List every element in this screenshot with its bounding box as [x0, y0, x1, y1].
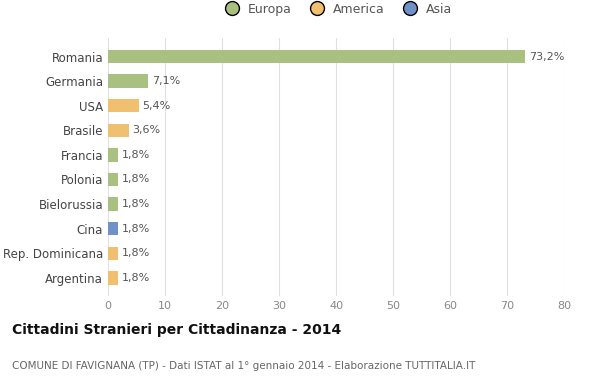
Text: 5,4%: 5,4% — [142, 101, 170, 111]
Text: 1,8%: 1,8% — [122, 150, 150, 160]
Bar — [108, 50, 525, 63]
Text: 1,8%: 1,8% — [122, 224, 150, 234]
Bar — [108, 99, 139, 112]
Text: 73,2%: 73,2% — [529, 52, 564, 62]
Bar — [108, 74, 148, 88]
Text: 1,8%: 1,8% — [122, 199, 150, 209]
Bar — [108, 271, 118, 285]
Text: COMUNE DI FAVIGNANA (TP) - Dati ISTAT al 1° gennaio 2014 - Elaborazione TUTTITAL: COMUNE DI FAVIGNANA (TP) - Dati ISTAT al… — [12, 361, 475, 370]
Text: 1,8%: 1,8% — [122, 273, 150, 283]
Bar — [108, 222, 118, 236]
Text: Cittadini Stranieri per Cittadinanza - 2014: Cittadini Stranieri per Cittadinanza - 2… — [12, 323, 341, 337]
Bar — [108, 197, 118, 211]
Text: 1,8%: 1,8% — [122, 174, 150, 185]
Text: 3,6%: 3,6% — [132, 125, 160, 135]
Legend: Europa, America, Asia: Europa, America, Asia — [214, 0, 458, 21]
Bar — [108, 124, 128, 137]
Bar — [108, 173, 118, 186]
Text: 1,8%: 1,8% — [122, 248, 150, 258]
Bar — [108, 148, 118, 162]
Bar — [108, 247, 118, 260]
Text: 7,1%: 7,1% — [152, 76, 180, 86]
